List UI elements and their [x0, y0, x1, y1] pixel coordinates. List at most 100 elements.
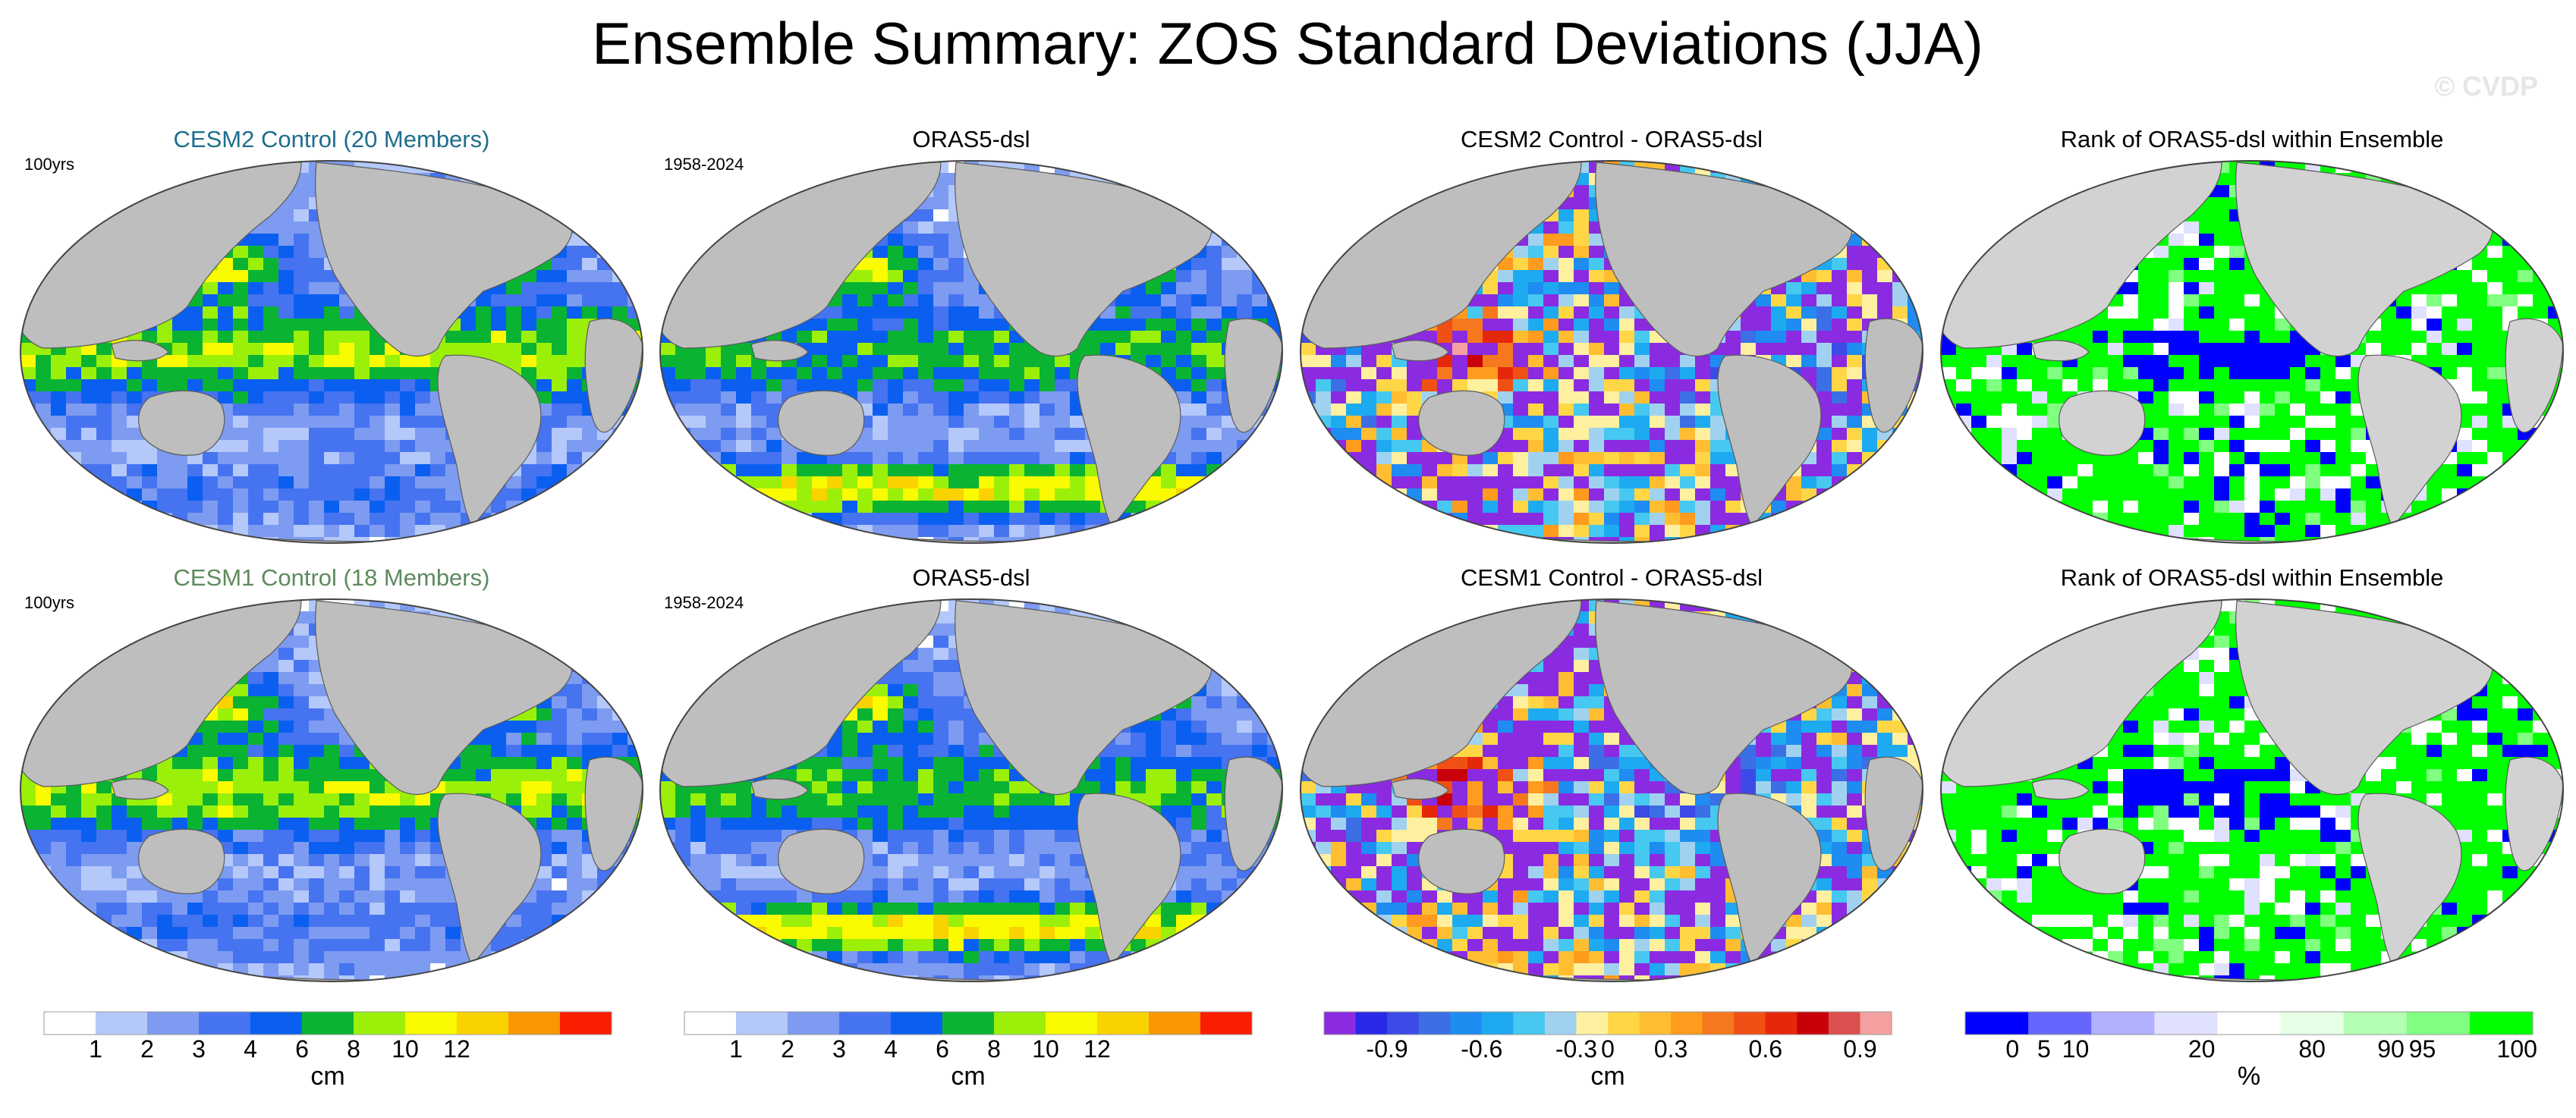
colorbar-swatch [250, 1012, 303, 1035]
colorbar-tick-label: 5 [2037, 1035, 2051, 1063]
colorbar-swatch [2344, 1012, 2408, 1035]
colorbar-swatch [1450, 1012, 1482, 1035]
panel-title: ORAS5-dsl [912, 126, 1030, 152]
colorbar-tick-label: -0.9 [1367, 1035, 1408, 1063]
colorbar-swatch [1419, 1012, 1451, 1035]
colorbar-swatch [2028, 1012, 2092, 1035]
colorbar-tick-label: 0.3 [1654, 1035, 1687, 1063]
period-label: 1958-2024 [664, 155, 744, 174]
panel-title: Rank of ORAS5-dsl within Ensemble [2061, 126, 2444, 152]
colorbar-swatch [1149, 1012, 1201, 1035]
colorbar-swatch [1324, 1012, 1356, 1035]
colorbar-swatch [1356, 1012, 1388, 1035]
colorbar-swatch [1860, 1012, 1892, 1035]
map-panel-diff: CESM2 Control - ORAS5-dsl [1301, 126, 1938, 550]
period-label: 1958-2024 [664, 593, 744, 612]
colorbar-swatch [560, 1012, 612, 1035]
panel-title: CESM2 Control (20 Members) [174, 126, 490, 152]
colorbar-tick-label: 3 [832, 1035, 846, 1063]
colorbar-tick-label: 0 [2005, 1035, 2019, 1063]
panel-title: Rank of ORAS5-dsl within Ensemble [2061, 564, 2444, 591]
colorbar-swatch [1046, 1012, 1098, 1035]
map-panel-rank: Rank of ORAS5-dsl within Ensemble [1941, 564, 2576, 988]
colorbar-swatch [354, 1012, 406, 1035]
colorbar-swatch [2407, 1012, 2471, 1035]
colorbar-tick-label: 2 [140, 1035, 154, 1063]
colorbar-swatch [1097, 1012, 1150, 1035]
colorbar-swatch [1387, 1012, 1419, 1035]
colorbar-swatch [1734, 1012, 1766, 1035]
figure-title: Ensemble Summary: ZOS Standard Deviation… [592, 10, 1983, 77]
colorbar-swatch [1797, 1012, 1829, 1035]
period-label: 100yrs [24, 155, 74, 174]
colorbar-unit-label: % [2238, 1062, 2260, 1091]
panel-title: CESM2 Control - ORAS5-dsl [1461, 126, 1763, 152]
colorbar-tick-label: 6 [936, 1035, 949, 1063]
colorbar-swatch [1766, 1012, 1798, 1035]
colorbar-tick-label: 80 [2298, 1035, 2326, 1063]
colorbar-swatch [457, 1012, 509, 1035]
colorbar-swatch [891, 1012, 943, 1035]
colorbar-swatch [1703, 1012, 1735, 1035]
colorbar-tick-label: 20 [2188, 1035, 2216, 1063]
map-panel-model: CESM2 Control (20 Members) 100yrs [20, 126, 658, 550]
colorbar-swatch [1965, 1012, 2029, 1035]
colorbar-tick-label: 0.6 [1749, 1035, 1782, 1063]
colorbar-swatch [839, 1012, 892, 1035]
panel-title: ORAS5-dsl [912, 564, 1030, 591]
colorbar-tick-label: 1 [729, 1035, 743, 1063]
colorbar-swatch [1640, 1012, 1672, 1035]
colorbar-tick-label: 12 [1084, 1035, 1111, 1063]
colorbar-tick-label: 100 [2497, 1035, 2537, 1063]
colorbar-swatch [684, 1012, 737, 1035]
colorbar-swatch [2470, 1012, 2534, 1035]
colorbar-tick-label: 10 [1032, 1035, 1059, 1063]
colorbar-swatch [2281, 1012, 2345, 1035]
colorbar-swatch [1513, 1012, 1545, 1035]
colorbar-swatch [199, 1012, 251, 1035]
colorbar-swatch [942, 1012, 995, 1035]
colorbar-swatch [2154, 1012, 2218, 1035]
colorbar-tick-label: 0 [1601, 1035, 1615, 1063]
colorbar-tick-label: 90 [2377, 1035, 2405, 1063]
map-panel-rank: Rank of ORAS5-dsl within Ensemble [1941, 126, 2576, 550]
colorbar-swatch [96, 1012, 148, 1035]
colorbar-swatch [1576, 1012, 1608, 1035]
colorbar-tick-label: 8 [347, 1035, 360, 1063]
colorbar-swatch [1482, 1012, 1514, 1035]
colorbar-swatch [302, 1012, 354, 1035]
colorbar-tick-label: 3 [192, 1035, 206, 1063]
map-panel-model: CESM1 Control (18 Members)100yrs [20, 564, 658, 988]
colorbar-swatch [508, 1012, 561, 1035]
panel-title: CESM1 Control - ORAS5-dsl [1461, 564, 1763, 591]
colorbar-swatch [2217, 1012, 2281, 1035]
colorbar-tick-label: 4 [244, 1035, 257, 1063]
cvdp-watermark: © CVDP [2434, 71, 2538, 102]
colorbar-unit-label: cm [310, 1062, 344, 1091]
map-panel-obs: ORAS5-dsl 1958-2024 [660, 564, 1297, 988]
colorbar-unit-label: cm [951, 1062, 985, 1091]
colorbar-tick-label: -0.6 [1461, 1035, 1502, 1063]
colorbar-tick-label: 95 [2409, 1035, 2436, 1063]
colorbar-swatch [736, 1012, 788, 1035]
colorbar-tick-label: 8 [987, 1035, 1001, 1063]
colorbar-tick-label: 6 [295, 1035, 309, 1063]
map-panels: CESM2 Control (20 Members) 100yrs ORAS5-ds… [20, 126, 2576, 988]
colorbar-tick-label: 4 [884, 1035, 898, 1063]
colorbar-swatch [1671, 1012, 1703, 1035]
colorbar-swatch [1608, 1012, 1640, 1035]
colorbar-tick-label: 10 [392, 1035, 419, 1063]
map-panel-diff: CESM1 Control - ORAS5-dsl [1301, 564, 1938, 988]
colorbar-swatch [1200, 1012, 1253, 1035]
colorbar-swatch [2091, 1012, 2155, 1035]
colorbar-swatch [1829, 1012, 1860, 1035]
colorbar-swatch [405, 1012, 458, 1035]
colorbar-swatch [1545, 1012, 1577, 1035]
colorbar-tick-label: 1 [89, 1035, 102, 1063]
colorbar-tick-label: 12 [443, 1035, 470, 1063]
